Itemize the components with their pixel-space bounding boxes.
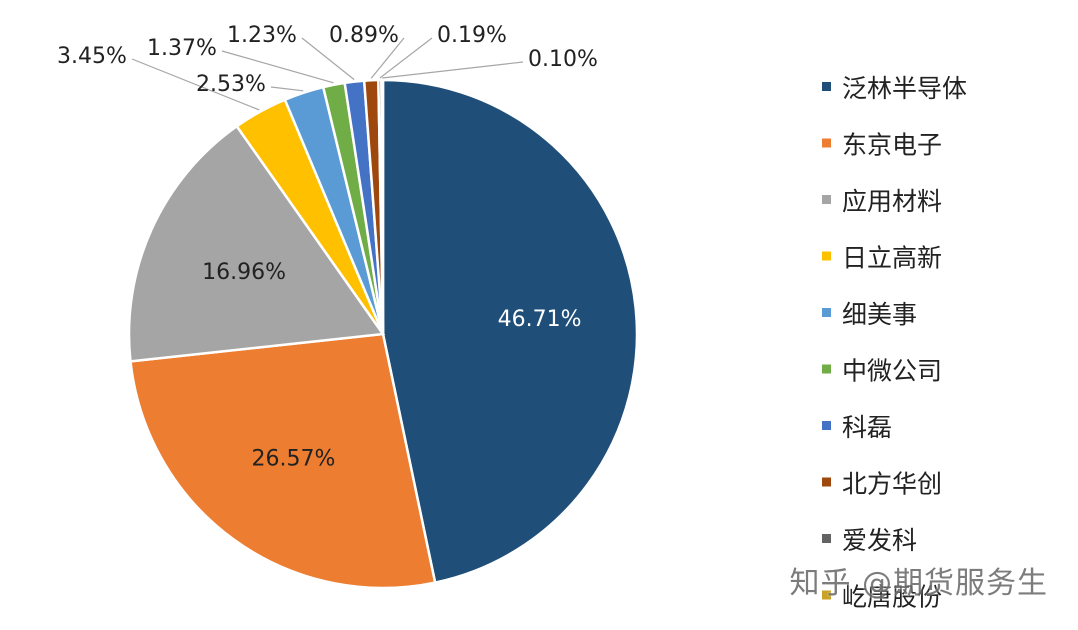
leader-line-9	[379, 37, 433, 79]
legend-marker-9	[822, 534, 831, 543]
legend-marker-6	[822, 364, 831, 374]
legend-marker-7	[822, 421, 831, 430]
legend-label-7: 科磊	[842, 413, 892, 442]
leader-line-6	[221, 50, 334, 84]
legend-label-5: 细美事	[842, 300, 917, 329]
legend-marker-2	[822, 138, 831, 148]
legend-marker-3	[822, 195, 831, 204]
legend-label-1: 泛林半导体	[842, 74, 967, 103]
data-label-2: 26.57%	[252, 446, 336, 471]
legend-label-2: 东京电子	[842, 131, 942, 160]
leader-line-10	[382, 61, 524, 79]
leader-line-7	[301, 37, 355, 81]
data-label-7: 1.23%	[227, 23, 297, 48]
data-label-8: 0.89%	[329, 23, 399, 48]
legend-label-4: 日立高新	[842, 244, 942, 273]
leader-line-5	[270, 86, 304, 92]
data-label-4: 3.45%	[57, 44, 127, 69]
legend-label-9: 爱发科	[842, 526, 917, 555]
slice-2	[129, 332, 437, 590]
data-label-9: 0.19%	[437, 23, 507, 48]
leader-line-8	[370, 37, 405, 79]
legend-marker-5	[822, 308, 831, 317]
data-labels: 46.71% 26.57% 16.96% 3.45% 2.53% 1.37% 1.23% 0.…	[57, 23, 598, 471]
leader-line-4	[131, 58, 260, 111]
legend-marker-10	[822, 590, 831, 600]
data-label-10: 0.10%	[528, 47, 598, 72]
pie-slices	[127, 78, 639, 590]
legend-marker-4	[822, 251, 831, 261]
legend-label-10: 屹唐股份	[842, 583, 942, 612]
legend-label-3: 应用材料	[842, 187, 942, 216]
data-label-5: 2.53%	[196, 72, 266, 97]
watermark-text: 知乎 @期货服务生	[789, 566, 1048, 601]
legend-marker-1	[822, 82, 831, 91]
legend-label-8: 北方华创	[842, 470, 942, 499]
legend-label-6: 中微公司	[842, 357, 942, 386]
data-label-1: 46.71%	[498, 307, 582, 332]
slice-1	[381, 78, 639, 585]
legend-marker-8	[822, 477, 831, 487]
leader-lines	[131, 37, 524, 111]
data-label-3: 16.96%	[202, 260, 286, 285]
slice-3	[127, 124, 386, 363]
data-label-6: 1.37%	[147, 36, 217, 61]
slice-10	[380, 78, 385, 335]
